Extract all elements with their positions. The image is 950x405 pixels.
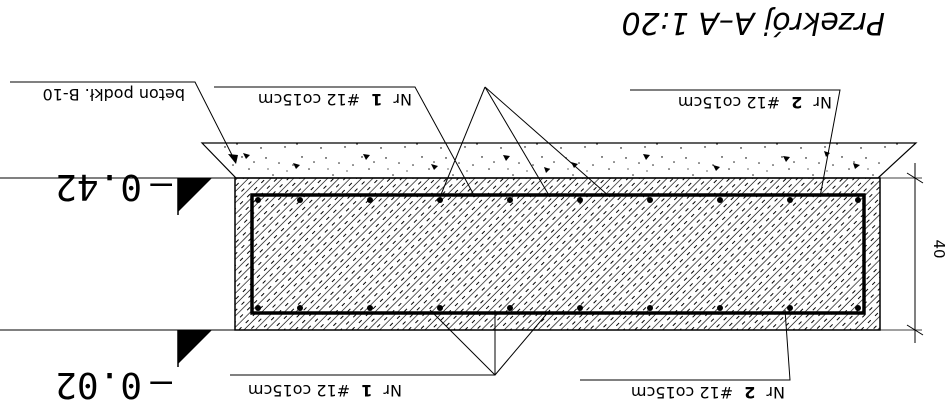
- leader-top-right-d: [439, 86, 486, 198]
- leader-top-right-c: [484, 86, 611, 198]
- leader-top-left: [630, 89, 841, 198]
- concrete-leader-line: [10, 81, 235, 160]
- level-sign-lower: –: [150, 166, 172, 207]
- reinforcement-stirrup: [250, 193, 866, 315]
- leader-bottom-right-c: [429, 309, 496, 376]
- rebar-dots-top: [255, 305, 861, 311]
- leader-bottom-right-b: [494, 309, 551, 376]
- rotated-drawing: Przekrój A–A 1:20: [0, 5, 948, 405]
- level-marker-lower: [178, 178, 212, 212]
- rebar-label-top-right: Nr 1 #12 co15cm: [258, 90, 412, 109]
- leader-bottom-left: [580, 309, 791, 381]
- level-sign-upper: –: [150, 364, 172, 405]
- rebar-label-bottom-right: Nr 1 #12 co15cm: [248, 381, 402, 400]
- beam-cover-zone: [235, 178, 880, 330]
- rebar-dots-bottom: [255, 197, 861, 203]
- concrete-label: beton podkł. B-10: [43, 85, 185, 104]
- rebar-label-bottom-left: Nr 2 #12 co15cm: [631, 383, 785, 402]
- level-value-upper: 0.02: [55, 364, 142, 405]
- section-title: Przekrój A–A 1:20: [621, 5, 885, 40]
- level-marker-upper: [178, 330, 212, 364]
- dimension-text: 40: [930, 239, 948, 258]
- leader-top-right-b: [484, 86, 551, 198]
- rebar-label-top-left: Nr 2 #12 co15cm: [678, 93, 832, 112]
- lean-concrete-layer: [200, 142, 918, 179]
- level-value-lower: 0.42: [55, 166, 142, 207]
- concrete-leader-arrow: [228, 154, 238, 164]
